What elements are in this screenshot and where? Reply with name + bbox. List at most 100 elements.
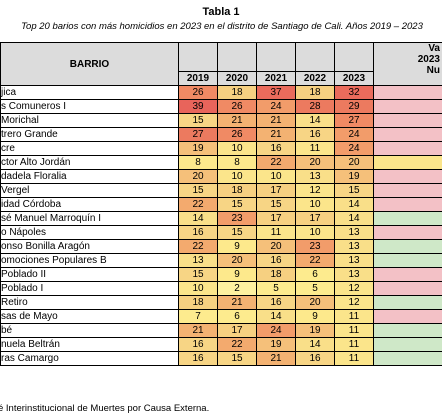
homicide-count-cell: 15 [217,197,257,212]
barrio-name: jica [0,85,179,100]
homicide-count-cell: 14 [334,211,374,226]
homicide-count-cell: 37 [256,85,296,100]
barrio-name: onso Bonilla Aragón [0,239,179,254]
homicide-count-cell: 10 [295,225,335,240]
homicide-count-cell: 16 [178,351,218,366]
table-row: bé 21 17 24 19 11 [0,323,442,338]
homicide-count-cell: 17 [256,211,296,226]
table-subtitle: Top 20 barios con más homicidios en 2023… [21,21,423,32]
homicide-count-cell: 13 [334,239,374,254]
barrio-name: omociones Populares B [0,253,179,268]
homicide-count-cell: 5 [295,281,335,296]
homicide-count-cell: 15 [178,267,218,282]
homicide-count-cell: 13 [334,253,374,268]
homicide-count-cell: 15 [178,183,218,198]
homicide-count-cell: 22 [178,239,218,254]
homicide-count-cell: 14 [334,197,374,212]
homicide-count-cell: 14 [295,113,335,128]
homicide-count-cell: 24 [256,323,296,338]
homicide-count-cell: 21 [217,295,257,310]
barrio-name: ctor Alto Jordán [0,155,179,170]
year-header: 2022 [295,71,335,86]
variation-cell [373,351,442,366]
barrio-name: dadela Floralia [0,169,179,184]
table-row: idad Córdoba 22 15 15 10 14 [0,197,442,212]
homicide-count-cell: 8 [217,155,257,170]
homicide-count-cell: 18 [178,295,218,310]
homicide-count-cell: 21 [256,351,296,366]
homicide-count-cell: 17 [256,183,296,198]
table-row: Poblado II 15 9 18 6 13 [0,267,442,282]
homicide-count-cell: 22 [178,197,218,212]
homicide-count-cell: 20 [295,295,335,310]
table-row: sé Manuel Marroquín I 14 23 17 17 14 [0,211,442,226]
homicide-count-cell: 23 [217,211,257,226]
homicide-count-cell: 19 [334,169,374,184]
variation-header: Va 2023 Nu [373,42,442,86]
homicide-count-cell: 6 [217,309,257,324]
table-row: nuela Beltrán 16 22 19 14 11 [0,337,442,352]
table-row: s Comuneros I 39 26 24 28 29 [0,99,442,114]
homicide-count-cell: 11 [334,351,374,366]
variation-cell [373,337,442,352]
homicide-count-cell: 28 [295,99,335,114]
year-header: 2019 [178,71,218,86]
variation-cell [373,281,442,296]
barrio-name: Poblado I [0,281,179,296]
table-row: o Nápoles 16 15 11 10 13 [0,225,442,240]
homicide-count-cell: 18 [217,85,257,100]
homicide-count-cell: 10 [178,281,218,296]
homicide-count-cell: 15 [256,197,296,212]
homicide-count-cell: 13 [295,169,335,184]
homicide-count-cell: 21 [178,323,218,338]
variation-cell [373,323,442,338]
homicide-count-cell: 16 [178,337,218,352]
homicide-count-cell: 20 [256,239,296,254]
homicide-count-cell: 19 [178,141,218,156]
homicide-count-cell: 11 [334,323,374,338]
variation-cell [373,141,442,156]
barrio-name: Vergel [0,183,179,198]
homicide-count-cell: 17 [217,323,257,338]
homicide-count-cell: 16 [295,127,335,142]
header-blank [295,42,335,72]
homicide-count-cell: 11 [295,141,335,156]
source-footnote: é Interinstitucional de Muertes por Caus… [0,403,210,414]
barrio-name: nuela Beltrán [0,337,179,352]
table-row: jica 26 18 37 18 32 [0,85,442,100]
homicide-count-cell: 22 [217,337,257,352]
homicide-count-cell: 15 [217,225,257,240]
table-row: ras Camargo 16 15 21 16 11 [0,351,442,366]
variation-cell [373,253,442,268]
year-header: 2021 [256,71,296,86]
barrio-name: ras Camargo [0,351,179,366]
variation-cell [373,239,442,254]
homicide-count-cell: 10 [295,197,335,212]
homicide-count-cell: 26 [217,127,257,142]
homicide-count-cell: 16 [256,253,296,268]
homicide-count-cell: 16 [178,225,218,240]
homicide-count-cell: 16 [256,295,296,310]
homicide-count-cell: 14 [256,309,296,324]
homicide-count-cell: 13 [334,267,374,282]
homicide-count-cell: 11 [334,309,374,324]
barrio-name: idad Córdoba [0,197,179,212]
homicide-count-cell: 32 [334,85,374,100]
homicide-count-cell: 20 [334,155,374,170]
homicide-count-cell: 27 [334,113,374,128]
table-row: omociones Populares B 13 20 16 22 13 [0,253,442,268]
homicide-count-cell: 5 [256,281,296,296]
homicide-count-cell: 12 [334,295,374,310]
homicide-count-cell: 10 [217,141,257,156]
variation-cell [373,267,442,282]
homicide-count-cell: 20 [295,155,335,170]
homicide-count-cell: 15 [178,113,218,128]
variation-cell [373,99,442,114]
homicide-count-cell: 18 [217,183,257,198]
variation-cell [373,183,442,198]
variation-cell [373,113,442,128]
homicide-count-cell: 17 [295,211,335,226]
homicide-count-cell: 26 [217,99,257,114]
homicide-count-cell: 19 [256,337,296,352]
homicide-count-cell: 6 [295,267,335,282]
